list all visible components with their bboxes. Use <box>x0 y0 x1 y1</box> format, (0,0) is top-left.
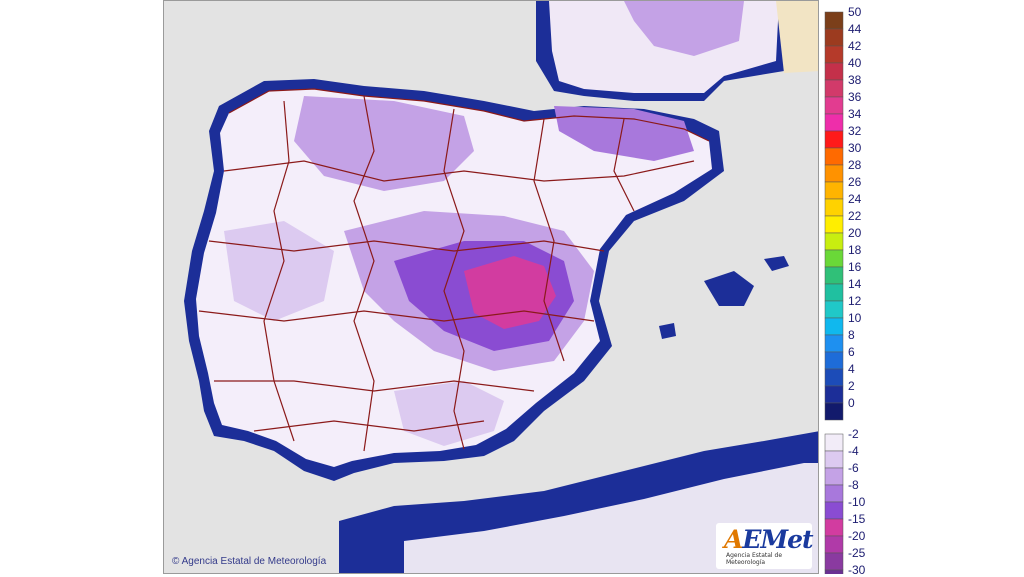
legend-upper-swatch <box>824 300 844 319</box>
legend-upper-swatch <box>824 79 844 98</box>
temperature-map: © Agencia Estatal de Meteorología AEMet … <box>163 0 819 574</box>
legend-lower-label: -20 <box>848 529 866 543</box>
legend-lower-swatch <box>824 450 844 469</box>
legend-upper-swatch <box>824 232 844 251</box>
legend-upper-label: 50 <box>848 5 862 19</box>
cold-zone-north <box>294 96 474 191</box>
legend-lower-label: -30 <box>848 563 866 577</box>
legend-upper-swatch <box>824 147 844 166</box>
legend-upper-label: 22 <box>848 209 862 223</box>
legend-upper-label: 36 <box>848 90 862 104</box>
legend-upper-swatch <box>824 130 844 149</box>
legend-lower-swatch <box>824 518 844 537</box>
legend-upper-label: 24 <box>848 192 862 206</box>
legend-upper-swatch <box>824 385 844 404</box>
logo-main-text: EMet <box>742 525 813 554</box>
north-africa-interior <box>404 463 818 573</box>
legend-lower-swatch <box>824 552 844 571</box>
legend-upper-swatch <box>824 181 844 200</box>
legend-lower-label: -2 <box>848 427 859 441</box>
logo-subtitle: Agencia Estatal de Meteorología <box>726 552 783 566</box>
mallorca-island <box>704 271 754 306</box>
menorca-island <box>764 256 789 271</box>
legend-upper-label: 42 <box>848 39 862 53</box>
legend-upper-swatch <box>824 215 844 234</box>
legend-upper-label: 44 <box>848 22 862 36</box>
legend-upper-label: 0 <box>848 396 855 410</box>
legend-upper-label: 26 <box>848 175 862 189</box>
legend-lower-label: -4 <box>848 444 859 458</box>
legend-upper-label: 6 <box>848 345 855 359</box>
legend-upper-label: 34 <box>848 107 862 121</box>
legend-upper-label: 28 <box>848 158 862 172</box>
andorra-area <box>776 1 818 73</box>
legend-lower-label: -15 <box>848 512 866 526</box>
legend-upper-swatch <box>824 334 844 353</box>
legend-upper-label: 32 <box>848 124 862 138</box>
legend-upper-swatch <box>824 266 844 285</box>
france-cold-patch <box>624 1 744 56</box>
legend-upper-label: 2 <box>848 379 855 393</box>
legend-lower-swatch <box>824 569 844 574</box>
legend-upper-swatch <box>824 96 844 115</box>
legend-upper-swatch <box>824 368 844 387</box>
legend-upper-label: 40 <box>848 56 862 70</box>
legend-lower-label: -25 <box>848 546 866 560</box>
legend-lower-label: -8 <box>848 478 859 492</box>
legend-lower-swatch <box>824 535 844 554</box>
cold-zone-pyrenees <box>554 106 694 161</box>
legend-upper-swatch <box>824 45 844 64</box>
ibiza-island <box>659 323 676 339</box>
legend-upper-swatch <box>824 113 844 132</box>
legend-bar <box>824 11 844 574</box>
legend-upper-swatch <box>824 164 844 183</box>
copyright-label: Agencia Estatal de Meteorología <box>181 556 327 567</box>
legend-upper-swatch <box>824 198 844 217</box>
legend-upper-label: 4 <box>848 362 855 376</box>
legend-upper-swatch <box>824 11 844 30</box>
legend-lower-swatch <box>824 484 844 503</box>
legend-lower-label: -10 <box>848 495 866 509</box>
province-borders <box>198 88 710 452</box>
legend-upper-swatch <box>824 283 844 302</box>
legend-upper-label: 12 <box>848 294 862 308</box>
legend-upper-label: 30 <box>848 141 862 155</box>
color-legend: 50 44 42 40 38 36 34 32 30 28 26 24 22 20 18 16 14 12 10 8 6… <box>824 5 1024 577</box>
legend-upper-swatch <box>824 249 844 268</box>
legend-upper-label: 14 <box>848 277 862 291</box>
legend-upper-swatch <box>824 28 844 47</box>
cold-zone-extreme <box>464 256 556 329</box>
legend-upper-label: 8 <box>848 328 855 342</box>
legend-lower-swatch <box>824 433 844 452</box>
legend-upper-label: 38 <box>848 73 862 87</box>
copyright-icon: © <box>172 556 182 567</box>
logo-a-letter: A <box>724 525 743 554</box>
legend-lower-label: -6 <box>848 461 859 475</box>
legend-upper-label: 10 <box>848 311 862 325</box>
legend-upper-swatch <box>824 402 844 421</box>
legend-upper-label: 16 <box>848 260 862 274</box>
legend-upper-label: 20 <box>848 226 862 240</box>
legend-upper-label: 18 <box>848 243 862 257</box>
legend-upper-swatch <box>824 62 844 81</box>
legend-upper-swatch <box>824 317 844 336</box>
legend-upper-swatch <box>824 351 844 370</box>
copyright-text: © Agencia Estatal de Meteorología <box>172 556 326 567</box>
legend-lower-swatch <box>824 501 844 520</box>
map-canvas <box>164 1 818 573</box>
aemet-logo: AEMet Agencia Estatal de Meteorología <box>716 523 814 569</box>
legend-lower-swatch <box>824 467 844 486</box>
